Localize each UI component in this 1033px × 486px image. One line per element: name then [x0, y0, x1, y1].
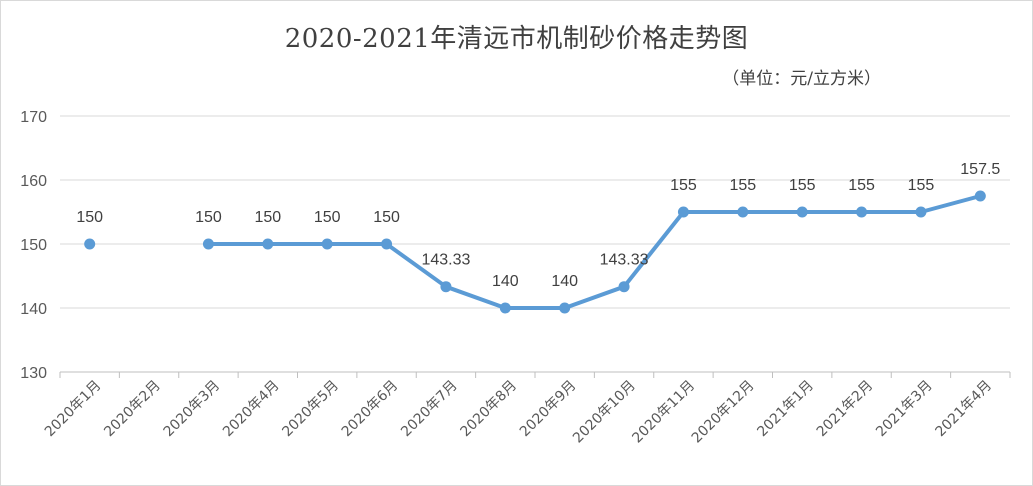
data-point [262, 238, 274, 250]
y-tick-label: 170 [20, 109, 47, 126]
y-tick-label: 140 [20, 301, 47, 318]
data-point [440, 281, 452, 293]
data-label: 140 [492, 273, 519, 290]
data-point [84, 238, 96, 250]
data-point [796, 206, 808, 218]
data-label: 143.33 [600, 252, 649, 269]
data-label: 155 [848, 177, 875, 194]
x-tick-label: 2021年1月 [754, 378, 817, 441]
data-point [618, 281, 630, 293]
data-point [202, 238, 214, 250]
data-point [381, 238, 393, 250]
x-tick-label: 2020年5月 [279, 378, 342, 441]
data-label: 150 [254, 209, 281, 226]
data-point [321, 238, 333, 250]
series-line-segment [206, 194, 983, 310]
y-tick-label: 160 [20, 173, 47, 190]
x-tick-label: 2020年11月 [629, 378, 698, 447]
data-label: 155 [908, 177, 935, 194]
x-axis-ticks: 2020年1月2020年2月2020年3月2020年4月2020年5月2020年… [42, 378, 995, 447]
data-label: 150 [373, 209, 400, 226]
data-point [559, 302, 571, 314]
data-label: 157.5 [960, 161, 1000, 178]
y-tick-label: 150 [20, 237, 47, 254]
data-label: 150 [76, 209, 103, 226]
chart-title: 2020-2021年清远市机制砂价格走势图 [284, 24, 749, 54]
data-label: 155 [789, 177, 816, 194]
x-tick-label: 2020年12月 [689, 378, 758, 447]
x-tick-label: 2021年2月 [814, 378, 877, 441]
data-point [677, 206, 689, 218]
x-tick-label: 2020年6月 [339, 378, 402, 441]
data-label: 140 [551, 273, 578, 290]
data-point [737, 206, 749, 218]
data-label: 155 [670, 177, 697, 194]
x-tick-label: 2020年2月 [101, 378, 164, 441]
x-tick-label: 2020年10月 [570, 378, 639, 447]
x-tick-label: 2021年3月 [873, 378, 936, 441]
data-label: 150 [195, 209, 222, 226]
y-tick-label: 130 [20, 365, 47, 382]
data-points [84, 190, 986, 314]
x-tick-label: 2021年4月 [933, 378, 996, 441]
data-label: 155 [729, 177, 756, 194]
data-label: 150 [314, 209, 341, 226]
x-tick-label: 2020年3月 [161, 378, 224, 441]
series-line [206, 194, 983, 310]
unit-label: （单位：元/立方米） [722, 69, 881, 89]
x-tick-label: 2020年7月 [398, 378, 461, 441]
data-labels: 150 150 150 150 150 143.33 140 140 143.33 155 155 1… [76, 161, 1000, 290]
data-point [499, 302, 511, 314]
x-axis [59, 371, 1011, 378]
x-tick-label: 2020年1月 [42, 378, 105, 441]
x-tick-label: 2020年9月 [517, 378, 580, 441]
data-label: 143.33 [421, 252, 470, 269]
y-axis-ticks: 130 140 150 160 170 [20, 109, 47, 382]
x-tick-label: 2020年8月 [458, 378, 521, 441]
data-point [915, 206, 927, 218]
x-tick-label: 2020年4月 [220, 378, 283, 441]
data-point [974, 190, 986, 202]
data-point [856, 206, 868, 218]
